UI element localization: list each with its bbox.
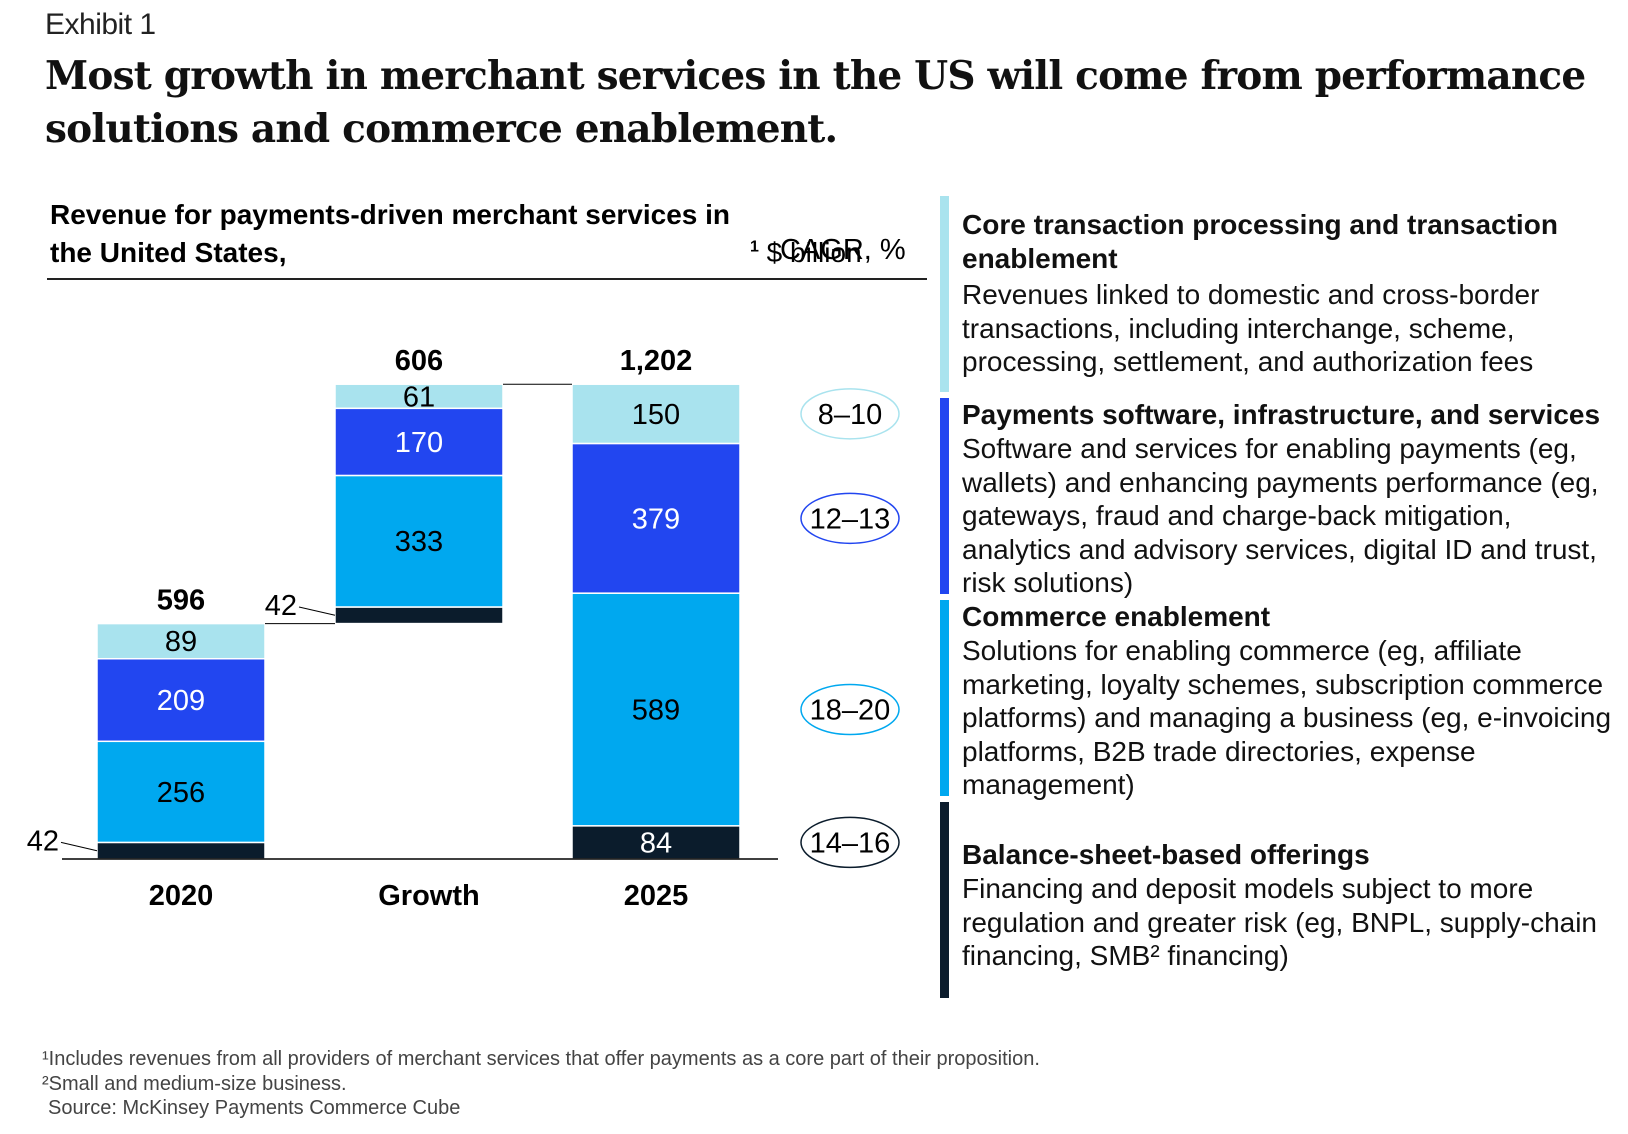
legend-swatch-balance bbox=[940, 802, 949, 998]
legend-swatch-commerce bbox=[940, 600, 949, 796]
legend-title-core: Core transaction processing and transact… bbox=[962, 209, 1558, 274]
data-label-commerce-0: 256 bbox=[157, 777, 205, 809]
source-note: Source: McKinsey Payments Commerce Cube bbox=[48, 1097, 461, 1119]
legend-item-commerce: Commerce enablement Solutions for enabli… bbox=[940, 600, 1620, 800]
legend-desc-commerce: Solutions for enabling commerce (eg, aff… bbox=[962, 635, 1612, 800]
cagr-header: CAGR, % bbox=[780, 234, 906, 266]
cagr-badge-balance bbox=[800, 816, 900, 869]
footnote-2: ²Small and medium-size business. bbox=[42, 1073, 347, 1095]
legend-item-core: Core transaction processing and transact… bbox=[940, 196, 1620, 392]
cagr-badge-core bbox=[800, 388, 900, 440]
legend-desc-core: Revenues linked to domestic and cross-bo… bbox=[962, 279, 1540, 377]
data-label-commerce-2: 589 bbox=[632, 694, 680, 726]
bar-segment-commerce-0 bbox=[96, 740, 266, 844]
data-label-balance-0: 42 bbox=[27, 825, 59, 857]
bar-segment-commerce-2 bbox=[571, 592, 741, 827]
x-tick-label-0: 2020 bbox=[149, 880, 214, 912]
data-label-core-2: 150 bbox=[632, 399, 680, 431]
legend-desc-software: Software and services for enabling payme… bbox=[962, 433, 1599, 598]
cagr-value-software: 12–13 bbox=[810, 503, 891, 535]
data-label-commerce-1: 333 bbox=[395, 526, 443, 558]
leader-line-0 bbox=[60, 841, 98, 852]
cagr-badge-software bbox=[800, 492, 900, 545]
cagr-value-core: 8–10 bbox=[818, 399, 883, 431]
data-label-core-0: 89 bbox=[165, 626, 197, 658]
cagr-value-balance: 14–16 bbox=[810, 827, 891, 859]
chart-headline: Most growth in merchant services in the … bbox=[45, 53, 1586, 152]
legend-title-software: Payments software, infrastructure, and s… bbox=[962, 399, 1601, 430]
cagr-value-commerce: 18–20 bbox=[810, 694, 891, 726]
bar-segment-software-0 bbox=[96, 657, 266, 743]
subtitle-unit: $ billion bbox=[758, 237, 862, 268]
legend-title-commerce: Commerce enablement bbox=[962, 601, 1271, 632]
legend-swatch-core bbox=[940, 196, 949, 392]
x-tick-label-1: Growth bbox=[378, 880, 480, 912]
total-label-0: 596 bbox=[157, 585, 205, 617]
legend-item-balance: Balance-sheet-based offerings Financing … bbox=[940, 802, 1620, 998]
bar-segment-balance-1 bbox=[334, 606, 504, 625]
leader-line-1 bbox=[298, 606, 336, 616]
total-label-2: 1,202 bbox=[620, 345, 693, 377]
legend-desc-balance: Financing and deposit models subject to … bbox=[962, 873, 1598, 971]
data-label-core-1: 61 bbox=[403, 381, 435, 413]
bar-segment-core-2 bbox=[571, 383, 741, 445]
bar-segment-commerce-1 bbox=[334, 474, 504, 608]
bar-segment-core-1 bbox=[334, 383, 504, 410]
x-tick-label-2: 2025 bbox=[624, 880, 689, 912]
waterfall-chart: 42 256 209 89 596 2020 42 333 170 61 606 Growth 84 58… bbox=[27, 345, 900, 912]
legend-title-balance: Balance-sheet-based offerings bbox=[962, 839, 1370, 870]
data-label-software-2: 379 bbox=[632, 503, 680, 535]
legend-swatch-software bbox=[940, 398, 949, 594]
bar-segment-balance-2 bbox=[571, 825, 741, 860]
cagr-badge-commerce bbox=[800, 683, 900, 736]
subtitle-footnote-marker: 1 bbox=[750, 238, 759, 256]
bar-segment-core-0 bbox=[96, 622, 266, 660]
data-label-balance-2: 84 bbox=[640, 827, 672, 859]
legend-item-software: Payments software, infrastructure, and s… bbox=[940, 398, 1620, 598]
exhibit-label: Exhibit 1 bbox=[45, 8, 156, 41]
data-label-software-1: 170 bbox=[395, 427, 443, 459]
data-label-balance-1: 42 bbox=[265, 590, 297, 622]
footnote-1: ¹Includes revenues from all providers of… bbox=[42, 1048, 1040, 1070]
header-rule bbox=[47, 278, 927, 280]
bar-segment-balance-0 bbox=[96, 841, 266, 860]
total-label-1: 606 bbox=[395, 345, 443, 377]
subtitle-bold: Revenue for payments-driven merchant ser… bbox=[50, 199, 731, 268]
chart-subtitle: Revenue for payments-driven merchant ser… bbox=[50, 196, 862, 272]
bar-segment-software-1 bbox=[334, 407, 504, 477]
data-label-software-0: 209 bbox=[157, 685, 205, 717]
